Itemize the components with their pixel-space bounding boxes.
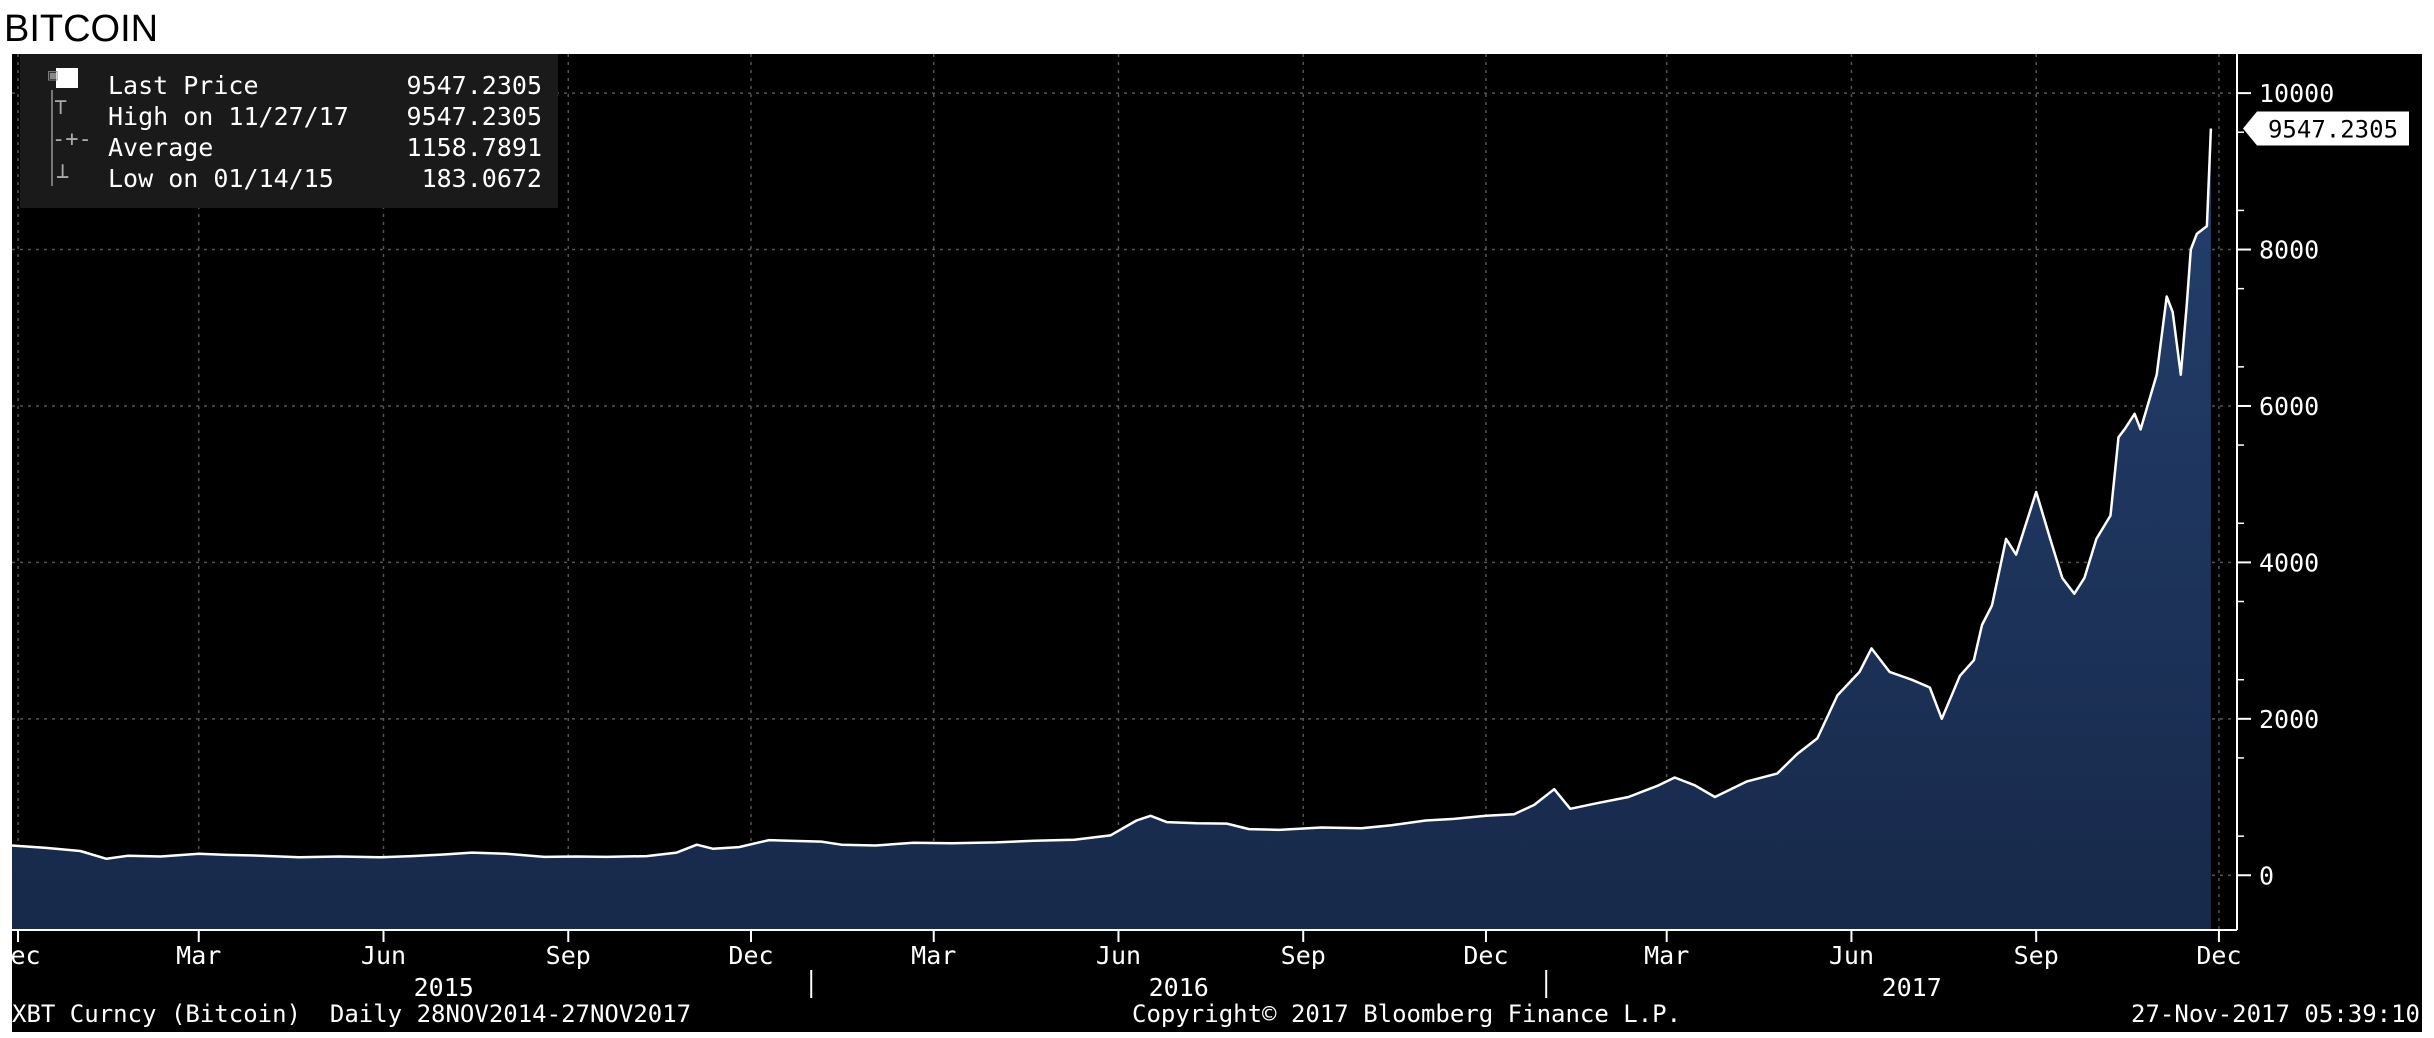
high-marker-icon: ⊤ xyxy=(54,95,67,120)
footer: XBT Curncy (Bitcoin) Daily 28NOV2014-27N… xyxy=(12,1000,2420,1028)
legend-label-low: Low on 01/14/15 xyxy=(108,164,334,193)
y-tick-label: 2000 xyxy=(2259,705,2319,734)
x-tick-label: Dec xyxy=(728,941,773,970)
last-price-callout xyxy=(2243,111,2409,146)
x-tick-label: Mar xyxy=(911,941,956,970)
x-tick-label: Jun xyxy=(1829,941,1874,970)
legend: ▣ ⊤ -+- ⊥ Last Price 9547.2305 High on 1… xyxy=(20,54,558,208)
price-area xyxy=(12,128,2213,930)
last-price-swatch xyxy=(56,68,78,88)
x-tick-label: Sep xyxy=(546,941,591,970)
x-tick-label: Sep xyxy=(2014,941,2059,970)
axes: 0 2000 4000 6000 8000 10000 Dec Mar Jun Sep Dec Mar… xyxy=(12,54,2409,1002)
low-marker-icon: ⊥ xyxy=(56,159,69,184)
x-tick-label: Mar xyxy=(176,941,221,970)
legend-label-average: Average xyxy=(108,133,213,162)
y-tick-label: 4000 xyxy=(2259,548,2319,577)
legend-value-average: 1158.7891 xyxy=(407,133,542,162)
x-tick-label: Jun xyxy=(361,941,406,970)
legend-collapse-icon: ▣ xyxy=(48,65,58,84)
y-tick-label: 10000 xyxy=(2259,79,2334,108)
x-tick-label: Dec xyxy=(2196,941,2241,970)
x-year-label: 2016 xyxy=(1149,973,1209,1002)
series-line-last-price xyxy=(12,128,2213,861)
footer-copyright: Copyright© 2017 Bloomberg Finance L.P. xyxy=(1132,1000,1681,1028)
average-marker-icon: -+- xyxy=(52,127,92,152)
footer-ticker: XBT Curncy (Bitcoin) Daily 28NOV2014-27N… xyxy=(12,1000,691,1028)
chart-panel: 0 2000 4000 6000 8000 10000 Dec Mar Jun Sep Dec Mar… xyxy=(12,54,2422,1032)
page-title: BITCOIN xyxy=(4,8,159,50)
x-tick-label: Mar xyxy=(1644,941,1689,970)
legend-box xyxy=(20,54,558,208)
x-year-label: 2017 xyxy=(1882,973,1942,1002)
x-tick-label: Jun xyxy=(1096,941,1141,970)
y-tick-label: 6000 xyxy=(2259,392,2319,421)
x-tick-label: Dec xyxy=(1463,941,1508,970)
x-tick-label: Sep xyxy=(1281,941,1326,970)
y-tick-label: 8000 xyxy=(2259,236,2319,265)
last-price-callout-label: 9547.2305 xyxy=(2268,116,2398,144)
legend-value-last-price: 9547.2305 xyxy=(407,71,542,100)
y-tick-label: 0 xyxy=(2259,861,2274,890)
legend-value-low: 183.0672 xyxy=(422,164,542,193)
x-year-label: 2015 xyxy=(414,973,474,1002)
series-area-last-price xyxy=(12,128,2211,930)
legend-label-last-price: Last Price xyxy=(108,71,259,100)
legend-label-high: High on 11/27/17 xyxy=(108,102,349,131)
x-tick-label: Dec xyxy=(12,941,41,970)
footer-timestamp: 27-Nov-2017 05:39:10 xyxy=(2131,1000,2420,1028)
legend-value-high: 9547.2305 xyxy=(407,102,542,131)
price-chart: 0 2000 4000 6000 8000 10000 Dec Mar Jun Sep Dec Mar… xyxy=(12,54,2420,1028)
